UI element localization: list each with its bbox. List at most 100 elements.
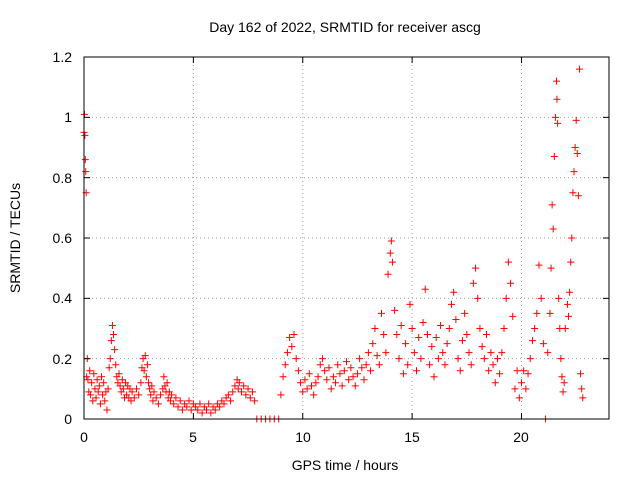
data-point (149, 397, 157, 405)
data-point (281, 361, 289, 369)
data-point (559, 388, 567, 396)
data-point (235, 379, 243, 387)
data-point (554, 119, 562, 127)
data-point (417, 355, 425, 363)
y-tick-label: 1 (64, 109, 72, 125)
data-point (353, 370, 361, 378)
data-point (356, 355, 364, 363)
data-point (571, 144, 579, 151)
data-point (406, 300, 414, 308)
data-point (557, 355, 565, 363)
data-point (135, 391, 143, 399)
data-point (461, 309, 469, 317)
data-point (90, 370, 98, 378)
data-point (185, 397, 193, 405)
data-point (133, 385, 140, 393)
data-point (115, 370, 123, 378)
data-point (92, 394, 100, 402)
data-point (531, 325, 539, 332)
y-tick-label: 0.2 (53, 351, 73, 367)
data-point (509, 312, 517, 320)
y-axis-label: SRMTID / TECUs (7, 183, 23, 293)
data-point (116, 382, 124, 390)
data-point (445, 325, 453, 332)
data-point (145, 379, 153, 387)
data-point (294, 367, 302, 375)
data-point (563, 300, 571, 308)
data-point (288, 343, 296, 351)
data-point (277, 391, 285, 399)
data-point (312, 379, 320, 387)
data-point (174, 403, 182, 411)
data-point (547, 264, 555, 272)
data-point (283, 349, 291, 357)
data-point (561, 325, 569, 332)
data-point (426, 361, 434, 369)
data-point (487, 349, 495, 357)
data-point (434, 355, 442, 363)
data-point (553, 95, 561, 103)
data-point (393, 331, 401, 339)
data-point (170, 400, 178, 408)
data-point (454, 355, 462, 363)
data-point (360, 376, 368, 384)
data-point (565, 312, 573, 320)
data-point (567, 258, 575, 266)
data-point (369, 340, 377, 348)
data-point (108, 321, 116, 329)
data-point (82, 168, 90, 176)
data-point (351, 382, 359, 390)
data-point (107, 337, 115, 345)
data-point (242, 391, 250, 399)
data-point (456, 367, 464, 375)
data-point (550, 153, 558, 161)
data-point (140, 367, 148, 375)
data-point (100, 379, 108, 387)
data-point (147, 391, 155, 399)
data-point (579, 394, 587, 402)
data-point (507, 279, 515, 287)
data-point (395, 355, 403, 363)
data-point (483, 331, 490, 339)
data-point (251, 397, 259, 405)
data-points (80, 65, 587, 423)
data-point (463, 331, 471, 339)
data-point (301, 376, 309, 384)
data-point (520, 367, 528, 375)
data-point (358, 364, 366, 372)
data-point (375, 361, 383, 369)
data-point (472, 264, 480, 272)
data-point (163, 379, 171, 387)
y-tick-label: 1.2 (53, 49, 73, 65)
data-point (323, 376, 331, 384)
data-point (489, 361, 497, 369)
data-point (397, 321, 405, 329)
data-point (502, 294, 510, 302)
data-point (535, 261, 543, 269)
data-point (166, 397, 174, 405)
data-point (428, 343, 436, 351)
data-point (402, 340, 410, 348)
data-point (345, 376, 353, 384)
data-point (566, 288, 574, 296)
data-point (286, 334, 294, 342)
data-point (203, 406, 210, 414)
data-point (321, 367, 329, 375)
data-point (569, 189, 577, 197)
y-tick-label: 0 (64, 411, 72, 427)
data-point (137, 379, 145, 387)
data-point (168, 391, 175, 399)
data-point (142, 373, 150, 381)
chart-title: Day 162 of 2022, SRMTID for receiver asc… (209, 19, 481, 35)
data-point (327, 385, 335, 393)
data-point (443, 340, 451, 348)
data-point (362, 361, 370, 369)
data-point (364, 349, 372, 357)
data-point (511, 385, 519, 393)
data-point (493, 355, 501, 363)
data-point (415, 334, 423, 342)
data-point (154, 400, 162, 408)
data-point (246, 394, 254, 402)
data-point (480, 355, 488, 363)
data-point (478, 343, 486, 351)
